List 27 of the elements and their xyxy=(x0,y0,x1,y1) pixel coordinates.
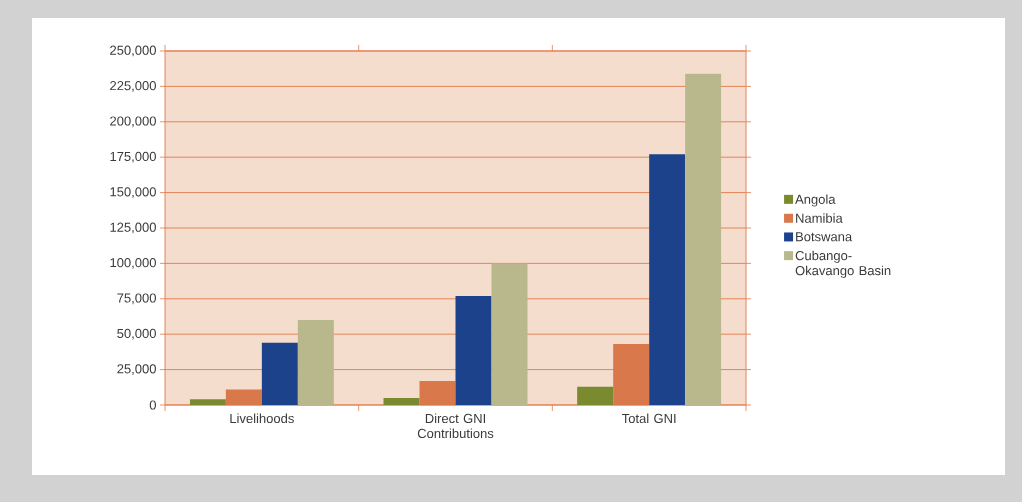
bar xyxy=(685,73,722,405)
bar xyxy=(649,154,686,405)
x-tick-label: Livelihoods xyxy=(230,413,294,424)
y-tick-label: 25,000 xyxy=(117,364,156,375)
bar xyxy=(189,399,226,405)
y-tick-label: 100,000 xyxy=(110,258,156,269)
y-tick-label: 75,000 xyxy=(117,293,156,305)
bar xyxy=(455,295,492,405)
legend-label: Botswana xyxy=(796,232,853,242)
legend-label: Namibia xyxy=(796,213,843,223)
y-tick-label: 150,000 xyxy=(110,187,156,198)
y-tick-label: 175,000 xyxy=(110,151,156,163)
y-tick-label: 250,000 xyxy=(110,45,156,57)
bar xyxy=(383,397,420,405)
bar xyxy=(297,320,334,405)
y-tick-label: 125,000 xyxy=(110,222,156,234)
x-tick-label: Total GNI xyxy=(622,413,676,424)
bar xyxy=(261,342,298,405)
y-tick-label: 225,000 xyxy=(110,81,156,92)
y-tick-label: 200,000 xyxy=(110,116,156,128)
bar xyxy=(491,263,528,405)
bar xyxy=(577,386,614,405)
x-tick-label: Direct GNI Contributions xyxy=(417,413,494,439)
legend-label: Cubango-Okavango Basin xyxy=(795,250,891,278)
y-tick-label: 0 xyxy=(149,400,156,410)
y-tick-label: 50,000 xyxy=(117,328,156,340)
legend-label: Angola xyxy=(795,194,836,207)
